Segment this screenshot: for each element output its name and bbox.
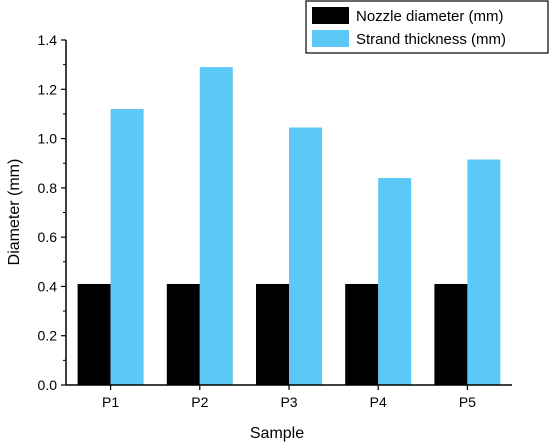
x-axis-title: Sample bbox=[250, 425, 304, 442]
y-tick-label: 0.0 bbox=[38, 377, 58, 393]
x-tick-label-p3: P3 bbox=[280, 394, 297, 410]
x-tick-label-p2: P2 bbox=[191, 394, 208, 410]
bar-nozzle-p2 bbox=[166, 283, 200, 385]
axes-group bbox=[61, 39, 512, 390]
bar-nozzle-p3 bbox=[256, 283, 289, 385]
x-tick-label-p4: P4 bbox=[370, 394, 387, 410]
x-tick-label-p5: P5 bbox=[459, 394, 476, 410]
legend: Nozzle diameter (mm) Strand thickness (mm… bbox=[305, 0, 549, 54]
bar-strand-p4 bbox=[378, 178, 412, 385]
y-tick-labels: 0.0 0.2 0.4 0.6 0.8 1.0 1.2 1.4 bbox=[38, 32, 58, 393]
bars-group bbox=[77, 67, 501, 385]
y-axis-title: Diameter (mm) bbox=[6, 159, 23, 266]
legend-label-nozzle: Nozzle diameter (mm) bbox=[356, 8, 504, 25]
y-tick-label: 0.8 bbox=[38, 180, 58, 196]
bar-strand-p2 bbox=[199, 67, 233, 385]
bar-strand-p5 bbox=[467, 159, 501, 385]
bar-strand-p1 bbox=[110, 109, 144, 385]
y-tick-label: 0.6 bbox=[38, 229, 58, 245]
legend-swatch-strand bbox=[312, 30, 349, 47]
bar-nozzle-p1 bbox=[77, 283, 111, 385]
x-tick-label-p1: P1 bbox=[102, 394, 119, 410]
legend-swatch-nozzle bbox=[312, 7, 349, 24]
y-tick-label: 0.4 bbox=[38, 278, 58, 294]
x-tick-labels: P1 P2 P3 P4 P5 bbox=[102, 394, 476, 410]
y-tick-label: 1.2 bbox=[38, 81, 58, 97]
bar-nozzle-p4 bbox=[345, 283, 379, 385]
bar-strand-p3 bbox=[289, 127, 322, 385]
y-tick-label: 1.4 bbox=[38, 32, 58, 48]
bar-nozzle-p5 bbox=[434, 283, 468, 385]
y-tick-label: 1.0 bbox=[38, 131, 58, 147]
y-tick-label: 0.2 bbox=[38, 328, 58, 344]
legend-label-strand: Strand thickness (mm) bbox=[356, 31, 506, 48]
